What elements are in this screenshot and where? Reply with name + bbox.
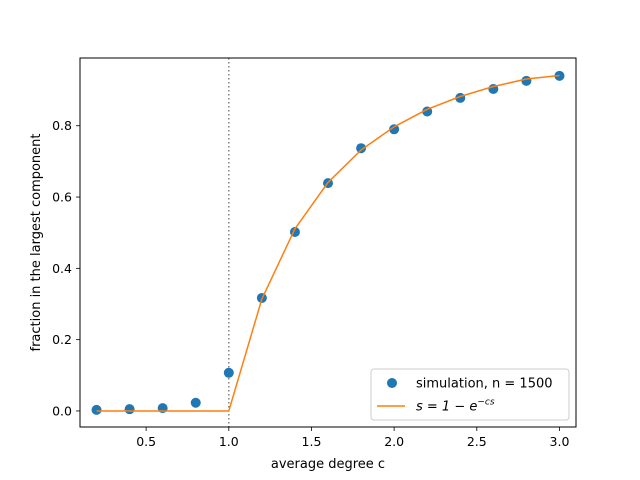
x-tick-label: 1.0 — [219, 434, 239, 449]
y-tick-label: 0.2 — [52, 332, 72, 347]
legend-label-simulation: simulation, n = 1500 — [416, 377, 553, 392]
axes: 0.5 1.0 1.5 2.0 2.5 3.0 0.0 0.2 0.4 0.6 0.8 — [52, 118, 569, 449]
y-tick-label: 0.0 — [52, 403, 72, 418]
legend-box — [370, 368, 570, 421]
y-axis-label: fraction in the largest component — [29, 133, 44, 351]
y-tick-label: 0.4 — [52, 261, 72, 276]
simulation-point — [521, 75, 532, 86]
x-tick-label: 0.5 — [136, 434, 156, 449]
theory-line — [96, 74, 560, 412]
plot-area — [80, 58, 576, 427]
y-tick-label: 0.8 — [52, 118, 72, 133]
data-layer — [91, 58, 565, 427]
simulation-point — [389, 124, 400, 135]
y-tick-label: 0.6 — [52, 190, 72, 205]
x-axis-label: average degree c — [271, 457, 385, 472]
legend-label-theory-sup: −cs — [477, 398, 494, 408]
x-tick-label: 1.5 — [302, 434, 322, 449]
simulation-point — [91, 404, 102, 415]
plot-frame — [79, 57, 577, 428]
simulation-point — [190, 397, 201, 408]
simulation-point — [356, 143, 367, 154]
x-tick-label: 2.0 — [384, 434, 404, 449]
simulation-point — [124, 404, 135, 415]
x-tick-label: 3.0 — [550, 434, 570, 449]
legend-label-theory: s = 1 − e−cs — [416, 398, 495, 415]
legend: simulation, n = 1500 s = 1 − e−cs — [370, 368, 570, 421]
x-tick-label: 2.5 — [467, 434, 487, 449]
legend-marker-simulation — [387, 378, 397, 388]
simulation-point — [223, 367, 234, 378]
legend-label-theory-main: s = 1 − e — [416, 400, 477, 415]
